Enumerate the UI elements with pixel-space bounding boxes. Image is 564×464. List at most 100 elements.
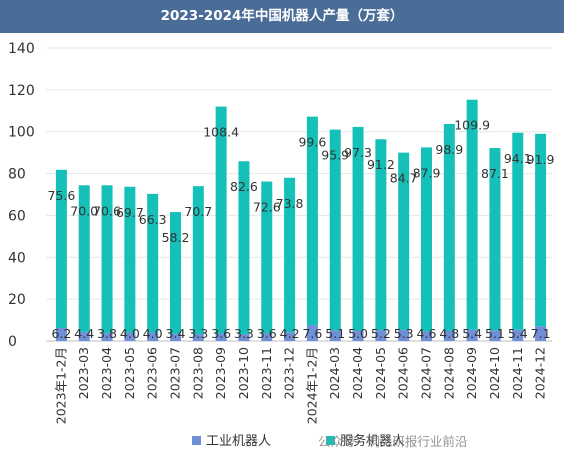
data-label-industrial: 4.8 <box>439 326 459 341</box>
bar-industrial <box>192 334 204 341</box>
data-label-industrial: 5.3 <box>394 326 414 341</box>
data-label-service: 73.8 <box>276 196 304 211</box>
data-label-industrial: 5.4 <box>508 326 528 341</box>
x-tick-label: 2024-03 <box>327 347 342 399</box>
x-tick-label: 2023-03 <box>76 347 91 399</box>
y-tick-label: 40 <box>8 250 26 266</box>
x-tick-label: 2023年1-2月 <box>53 347 68 424</box>
data-label-service: 70.6 <box>93 203 121 218</box>
data-label-service: 84.7 <box>390 171 418 186</box>
x-tick-label: 2024-05 <box>373 347 388 399</box>
bar-service <box>170 212 181 334</box>
bar-industrial <box>329 330 341 341</box>
bar-industrial <box>466 329 478 341</box>
bar-industrial <box>170 333 181 341</box>
bar-service <box>329 129 341 331</box>
legend-swatch <box>192 436 201 445</box>
x-tick-label: 2023-10 <box>236 347 251 399</box>
data-label-service: 75.6 <box>47 188 75 203</box>
data-label-industrial: 3.3 <box>188 326 208 341</box>
data-label-industrial: 3.6 <box>211 326 231 341</box>
data-label-service: 108.4 <box>203 125 239 140</box>
data-label-service: 99.6 <box>298 135 326 150</box>
bar-service <box>284 177 296 333</box>
bar-industrial <box>238 334 250 341</box>
x-tick-label: 2024-11 <box>510 347 525 399</box>
bar-service <box>147 193 159 333</box>
bar-industrial <box>147 332 159 341</box>
bar-industrial <box>535 326 547 341</box>
bar-service <box>101 185 113 334</box>
x-tick-label: 2023-09 <box>213 347 228 399</box>
data-label-service: 70.7 <box>184 204 212 219</box>
x-tick-label: 2023-08 <box>190 347 205 399</box>
bar-service <box>78 185 90 332</box>
x-tick-label: 2024-08 <box>441 347 456 399</box>
data-label-service: 66.3 <box>139 212 167 227</box>
bar-service <box>466 99 478 330</box>
data-label-service: 94.1 <box>504 151 532 166</box>
bar-industrial <box>352 330 364 341</box>
bar-service <box>398 152 410 330</box>
legend-swatch <box>326 436 335 445</box>
x-tick-label: 2024年1-2月 <box>304 347 319 424</box>
bar-industrial <box>375 330 387 341</box>
data-label-service: 98.9 <box>435 142 463 157</box>
bar-industrial <box>124 332 136 341</box>
data-label-industrial: 3.3 <box>234 326 254 341</box>
bar-service <box>306 116 318 326</box>
data-label-industrial: 4.0 <box>120 326 140 341</box>
y-tick-label: 140 <box>8 41 35 57</box>
data-label-industrial: 3.8 <box>97 326 117 341</box>
y-tick-label: 20 <box>8 292 26 308</box>
x-tick-label: 2023-12 <box>282 347 297 399</box>
bar-industrial <box>284 332 296 341</box>
data-label-service: 95.9 <box>321 148 349 163</box>
data-label-industrial: 3.4 <box>166 326 186 341</box>
bar-industrial <box>78 331 90 341</box>
data-label-industrial: 4.4 <box>74 326 94 341</box>
x-tick-label: 2024-04 <box>350 347 365 399</box>
bar-industrial <box>421 331 432 341</box>
data-label-service: 58.2 <box>162 230 190 245</box>
bar-service <box>489 148 501 331</box>
data-label-service: 82.6 <box>230 179 258 194</box>
bar-service <box>215 106 227 334</box>
bar-service <box>512 132 524 330</box>
data-label-industrial: 4.6 <box>417 326 437 341</box>
data-label-service: 91.2 <box>367 157 395 172</box>
data-label-service: 87.1 <box>481 166 509 181</box>
bar-service <box>535 133 547 327</box>
data-label-service: 70.0 <box>70 203 98 218</box>
data-label-industrial: 4.0 <box>143 326 163 341</box>
bar-chart: 75.6 6.2 70.0 4.4 70.6 3.8 69.7 4.0 66.3 4.0 58.2 3… <box>8 41 555 449</box>
x-tick-label: 2024-09 <box>464 347 479 399</box>
legend: 工业机器人 服务机器人 <box>192 433 405 449</box>
x-tick-label: 2024-07 <box>419 347 434 399</box>
bar-service <box>55 169 67 329</box>
y-tick-label: 0 <box>8 334 17 350</box>
bar-service <box>238 161 250 335</box>
legend-label: 服务机器人 <box>340 433 405 449</box>
bar-service <box>261 181 273 334</box>
data-label-service: 109.9 <box>454 118 490 133</box>
y-tick-label: 60 <box>8 208 26 224</box>
x-tick-label: 2024-10 <box>487 347 502 399</box>
data-label-service: 97.3 <box>344 145 372 160</box>
bar-industrial <box>443 330 455 341</box>
x-tick-label: 2023-07 <box>168 347 183 399</box>
data-label-industrial: 6.2 <box>51 326 71 341</box>
data-labels: 75.6 6.2 70.0 4.4 70.6 3.8 69.7 4.0 66.3 4.0 58.2 3… <box>47 118 554 341</box>
data-label-service: 69.7 <box>116 205 144 220</box>
bar-service <box>124 186 136 333</box>
bar-service <box>443 123 455 331</box>
data-label-service: 87.9 <box>413 165 441 180</box>
data-label-industrial: 5.1 <box>325 326 345 341</box>
x-tick-label: 2023-04 <box>99 347 114 399</box>
bar-industrial <box>55 328 67 341</box>
data-label-industrial: 5.0 <box>348 326 368 341</box>
watermark: 公众号 · 洞见研报行业前沿 <box>318 434 468 449</box>
data-label-industrial: 5.1 <box>485 326 505 341</box>
x-tick-label: 2023-05 <box>122 347 137 399</box>
bar-industrial <box>512 329 524 341</box>
